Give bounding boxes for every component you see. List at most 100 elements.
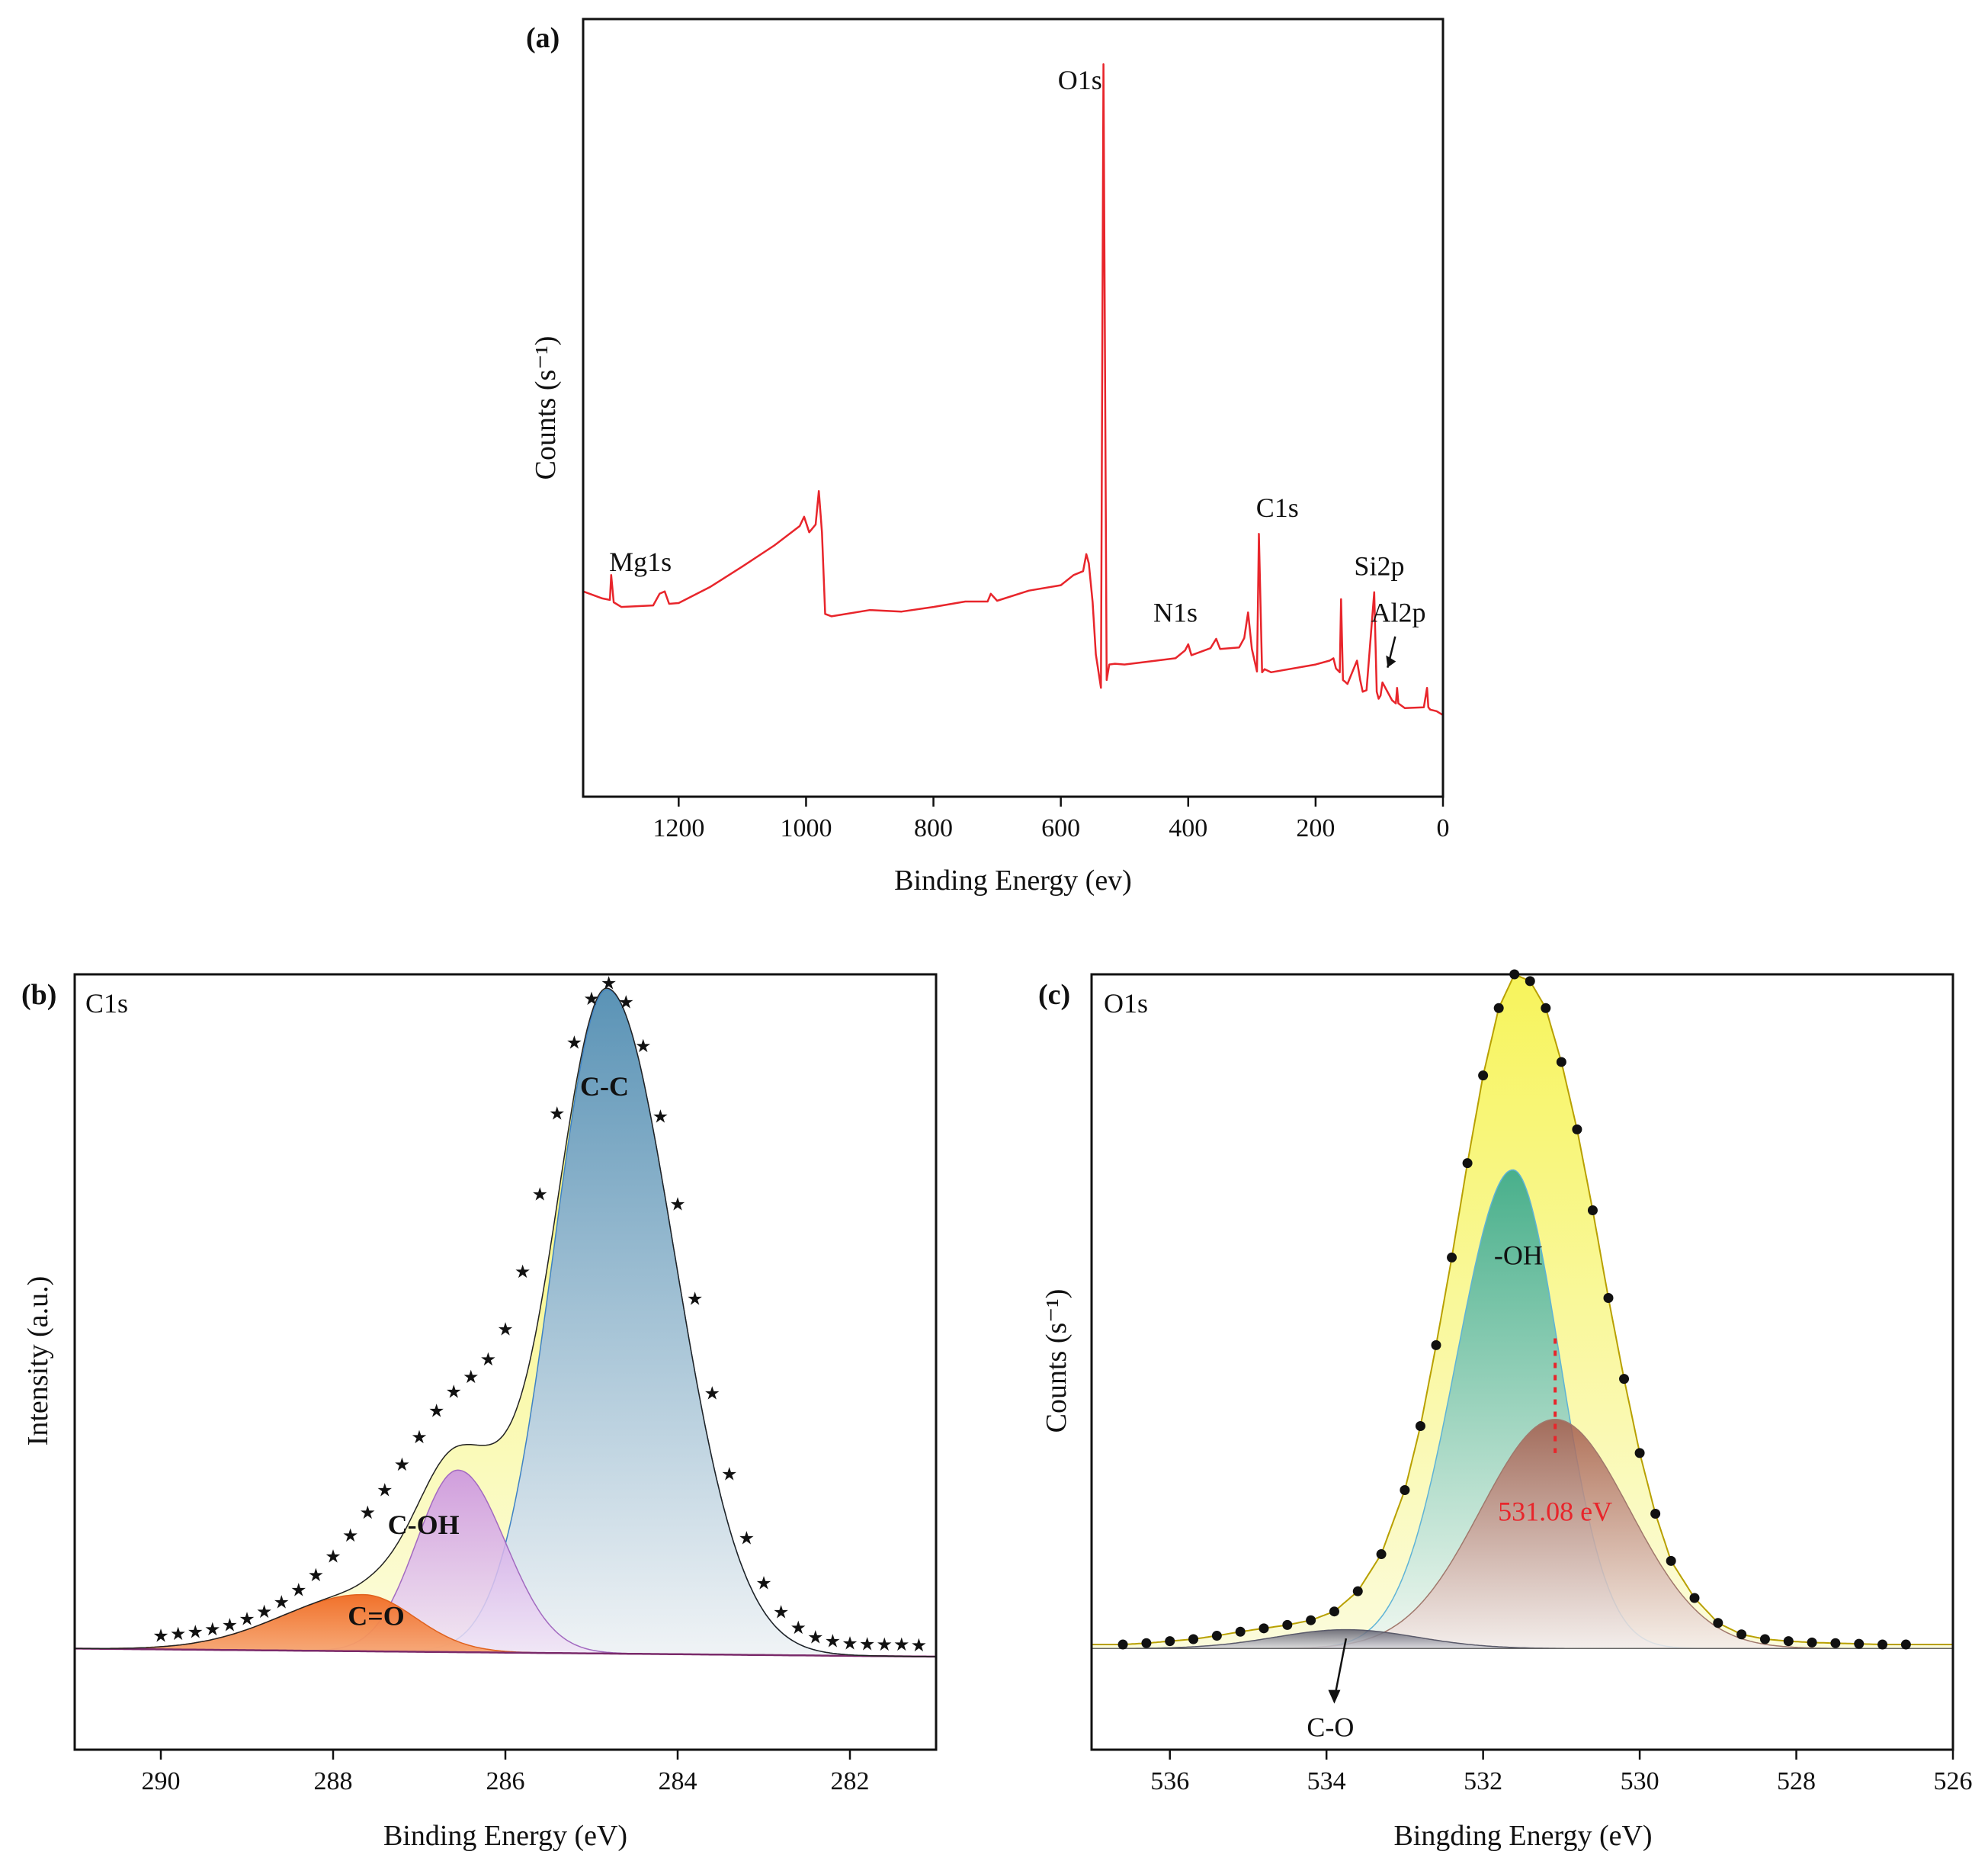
label-n1s: N1s bbox=[1153, 598, 1198, 628]
c1s-data-point: ★ bbox=[825, 1632, 842, 1652]
o1s-data-point bbox=[1329, 1606, 1339, 1617]
o1s-data-point bbox=[1352, 1586, 1363, 1596]
panel-c-x-tick-label: 536 bbox=[1150, 1767, 1189, 1795]
c1s-data-point: ★ bbox=[152, 1627, 169, 1647]
o1s-data-point bbox=[1211, 1631, 1222, 1641]
panel-b: (b) ★ ★ ★ ★ ★ ★ ★ ★★★★★★★★★★★★★★★★★★★★★★★★★★★★★… bbox=[21, 973, 938, 1852]
o1s-data-point bbox=[1117, 1639, 1128, 1650]
c1s-data-point: ★ bbox=[842, 1634, 858, 1654]
c1s-data-point: ★ bbox=[480, 1350, 497, 1370]
c1s-data-point: ★ bbox=[256, 1603, 273, 1622]
panel-b-x-tick-label: 288 bbox=[314, 1767, 353, 1795]
c1s-data-point: ★ bbox=[222, 1616, 239, 1636]
survey-plot-area bbox=[582, 63, 1444, 716]
panel-c-x-tick-label: 534 bbox=[1307, 1767, 1346, 1795]
panel-a-x-ticks: 1200 1000 800 600 400 200 0 bbox=[653, 797, 1450, 842]
o1s-data-point bbox=[1493, 1003, 1504, 1013]
panel-b-x-tick-label: 290 bbox=[142, 1767, 181, 1795]
c1s-data-point: ★ bbox=[515, 1263, 531, 1282]
panel-a-y-axis-title: Counts (s⁻¹) bbox=[530, 336, 562, 480]
c1s-data-point: ★ bbox=[669, 1195, 686, 1215]
o1s-data-point bbox=[1736, 1629, 1747, 1640]
panel-b-spectrum-label: C1s bbox=[85, 988, 128, 1019]
panel-b-label: (b) bbox=[21, 979, 56, 1011]
c1s-plot-area: ★ ★ ★ ★ ★ ★ ★ ★★★★★★★★★★★★★★★★★★★★★★★★★★★★★★★ ★ ★… bbox=[74, 974, 937, 1658]
o1s-data-point bbox=[1854, 1638, 1865, 1649]
c1s-data-point: ★ bbox=[911, 1636, 928, 1656]
o1s-data-point bbox=[1619, 1374, 1630, 1385]
o1s-data-point bbox=[1235, 1626, 1246, 1637]
o1s-data-point bbox=[1400, 1485, 1410, 1496]
o1s-data-point bbox=[1807, 1637, 1817, 1648]
c1s-data-point: ★ bbox=[687, 1289, 704, 1309]
c1s-data-point: ★ bbox=[531, 1185, 548, 1205]
o1s-data-point bbox=[1306, 1615, 1316, 1625]
o1s-data-point bbox=[1587, 1205, 1598, 1216]
o1s-data-point bbox=[1830, 1638, 1841, 1648]
o1s-data-point bbox=[1376, 1549, 1387, 1560]
panel-b-x-tick-label: 284 bbox=[659, 1767, 697, 1795]
c1s-data-point: ★ bbox=[170, 1625, 187, 1644]
o1s-data-point bbox=[1634, 1448, 1645, 1458]
c1s-data-point: ★ bbox=[497, 1320, 514, 1340]
c1s-data-point: ★ bbox=[463, 1368, 479, 1388]
survey-line bbox=[582, 63, 1444, 716]
panel-b-x-tick-label: 282 bbox=[831, 1767, 870, 1795]
o1s-data-point bbox=[1165, 1636, 1175, 1647]
c1s-data-point: ★ bbox=[239, 1610, 255, 1630]
panel-c-component-labels: -OH 531.08 eV C-O bbox=[1307, 1240, 1612, 1742]
c1s-data-point: ★ bbox=[859, 1635, 876, 1654]
c1s-data-point: ★ bbox=[755, 1574, 772, 1594]
c1s-data-point: ★ bbox=[704, 1384, 720, 1404]
c1s-data-point: ★ bbox=[187, 1622, 204, 1642]
c1s-data-point: ★ bbox=[342, 1526, 359, 1546]
panel-c-frame bbox=[1090, 973, 1954, 1751]
label-mg1s: Mg1s bbox=[609, 547, 672, 577]
panel-a-peak-labels: Mg1s O1s C1s N1s Si2p Al2p bbox=[609, 65, 1426, 668]
c1s-data-point: ★ bbox=[566, 1033, 583, 1053]
panel-c-y-axis-title: Counts (s⁻¹) bbox=[1040, 1289, 1073, 1433]
o1s-data-point bbox=[1541, 1003, 1551, 1013]
label-o1s: O1s bbox=[1058, 65, 1102, 95]
o1s-data-point bbox=[1447, 1252, 1457, 1263]
c1s-data-point: ★ bbox=[428, 1401, 445, 1421]
o1s-data-point bbox=[1462, 1158, 1473, 1169]
c1s-baseline bbox=[74, 1648, 937, 1658]
c1s-data-point: ★ bbox=[583, 990, 600, 1009]
o1s-data-point bbox=[1556, 1057, 1566, 1067]
label-si2p: Si2p bbox=[1354, 550, 1404, 581]
panel-a-x-tick-label: 1000 bbox=[780, 814, 832, 842]
panel-b-x-axis-title: Binding Energy (eV) bbox=[383, 1820, 627, 1852]
o1s-data-point bbox=[1572, 1124, 1582, 1134]
o1s-data-point bbox=[1666, 1555, 1676, 1566]
component-531-08-ev bbox=[1092, 1418, 1953, 1650]
o1s-data-point bbox=[1900, 1639, 1911, 1650]
c1s-data-point: ★ bbox=[635, 1037, 652, 1057]
panel-a: (a) 1200 1000 800 600 400 200 0 Mg1s O1s C1s N1s S… bbox=[526, 18, 1450, 897]
c1s-data-point: ★ bbox=[273, 1593, 290, 1612]
c1s-data-point: ★ bbox=[721, 1465, 738, 1484]
c-o-arrow-shaft bbox=[1333, 1638, 1348, 1699]
o1s-data-point bbox=[1141, 1638, 1152, 1648]
label-c-o: C=O bbox=[348, 1600, 405, 1631]
label-al2p: Al2p bbox=[1371, 598, 1426, 628]
c1s-data-point: ★ bbox=[445, 1383, 462, 1403]
panel-a-label: (a) bbox=[526, 22, 560, 54]
panel-c-x-axis-title: Bingding Energy (eV) bbox=[1393, 1820, 1652, 1852]
o1s-data-point bbox=[1188, 1634, 1199, 1644]
panel-c-x-tick-label: 530 bbox=[1621, 1767, 1659, 1795]
c1s-data-point: ★ bbox=[876, 1635, 893, 1655]
label-oh: -OH bbox=[1494, 1240, 1543, 1270]
panel-a-x-tick-label: 600 bbox=[1041, 814, 1080, 842]
c1s-data-point: ★ bbox=[394, 1455, 411, 1475]
panel-c-label: (c) bbox=[1038, 979, 1070, 1011]
o1s-data-point bbox=[1431, 1340, 1441, 1350]
c1s-data-point: ★ bbox=[549, 1104, 566, 1124]
c1s-data-point: ★ bbox=[411, 1428, 428, 1448]
c1s-data-point: ★ bbox=[204, 1620, 221, 1640]
panel-b-component-labels: C-C C-OH C=O bbox=[348, 1071, 629, 1631]
panel-a-frame bbox=[582, 18, 1445, 798]
c1s-data-point: ★ bbox=[653, 1108, 669, 1128]
label-531-08-ev: 531.08 eV bbox=[1498, 1496, 1612, 1526]
